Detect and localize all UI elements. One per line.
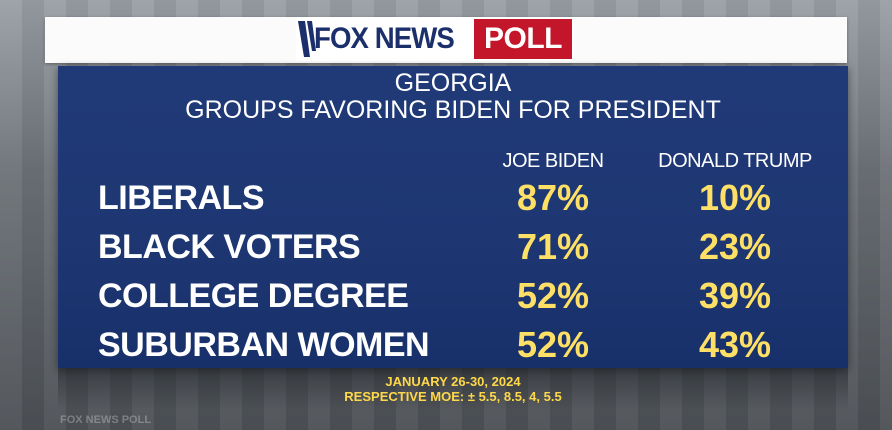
result-row: LIBERALS 87% 10% [0,176,892,220]
poll-title-state: GEORGIA [394,69,512,97]
footer-shade [58,368,848,410]
fox-news-logo: FOX NEWS [296,17,473,61]
trump-percent: 10% [698,177,772,218]
trump-percent: 39% [698,275,772,316]
fox-news-logo-text: FOX NEWS [314,22,455,55]
biden-percent: 71% [516,226,590,267]
row-label: SUBURBAN WOMEN [98,326,430,364]
poll-title: GEORGIA GROUPS FAVORING BIDEN FOR PRESID… [58,70,848,124]
result-row: COLLEGE DEGREE 52% 39% [0,274,892,318]
column-header-trump: DONALD TRUMP [658,150,812,172]
poll-title-subject: GROUPS FAVORING BIDEN FOR PRESIDENT [185,96,721,124]
poll-results-panel [58,66,848,368]
poll-dates: JANUARY 26-30, 2024 [385,374,521,389]
fox-news-poll-logo: FOX NEWS POLL [296,17,575,61]
result-row: SUBURBAN WOMEN 52% 43% [0,323,892,367]
row-label: BLACK VOTERS [98,228,361,266]
biden-percent: 87% [516,177,590,218]
trump-percent: 23% [698,226,772,267]
row-label: COLLEGE DEGREE [98,277,409,315]
fox-logo-stripes-icon [298,21,316,57]
background-watermark: FOX NEWS POLL [60,414,152,426]
biden-percent: 52% [516,275,590,316]
poll-badge-text: POLL [484,22,563,55]
poll-badge: POLL [472,17,575,61]
result-row: BLACK VOTERS 71% 23% [0,225,892,269]
margin-of-error: RESPECTIVE MOE: ± 5.5, 8.5, 4, 5.5 [344,389,562,404]
biden-percent: 52% [516,324,590,365]
row-label: LIBERALS [98,179,265,217]
poll-footer: JANUARY 26-30, 2024 RESPECTIVE MOE: ± 5.… [58,374,848,404]
trump-percent: 43% [698,324,772,365]
column-header-biden: JOE BIDEN [502,150,604,172]
